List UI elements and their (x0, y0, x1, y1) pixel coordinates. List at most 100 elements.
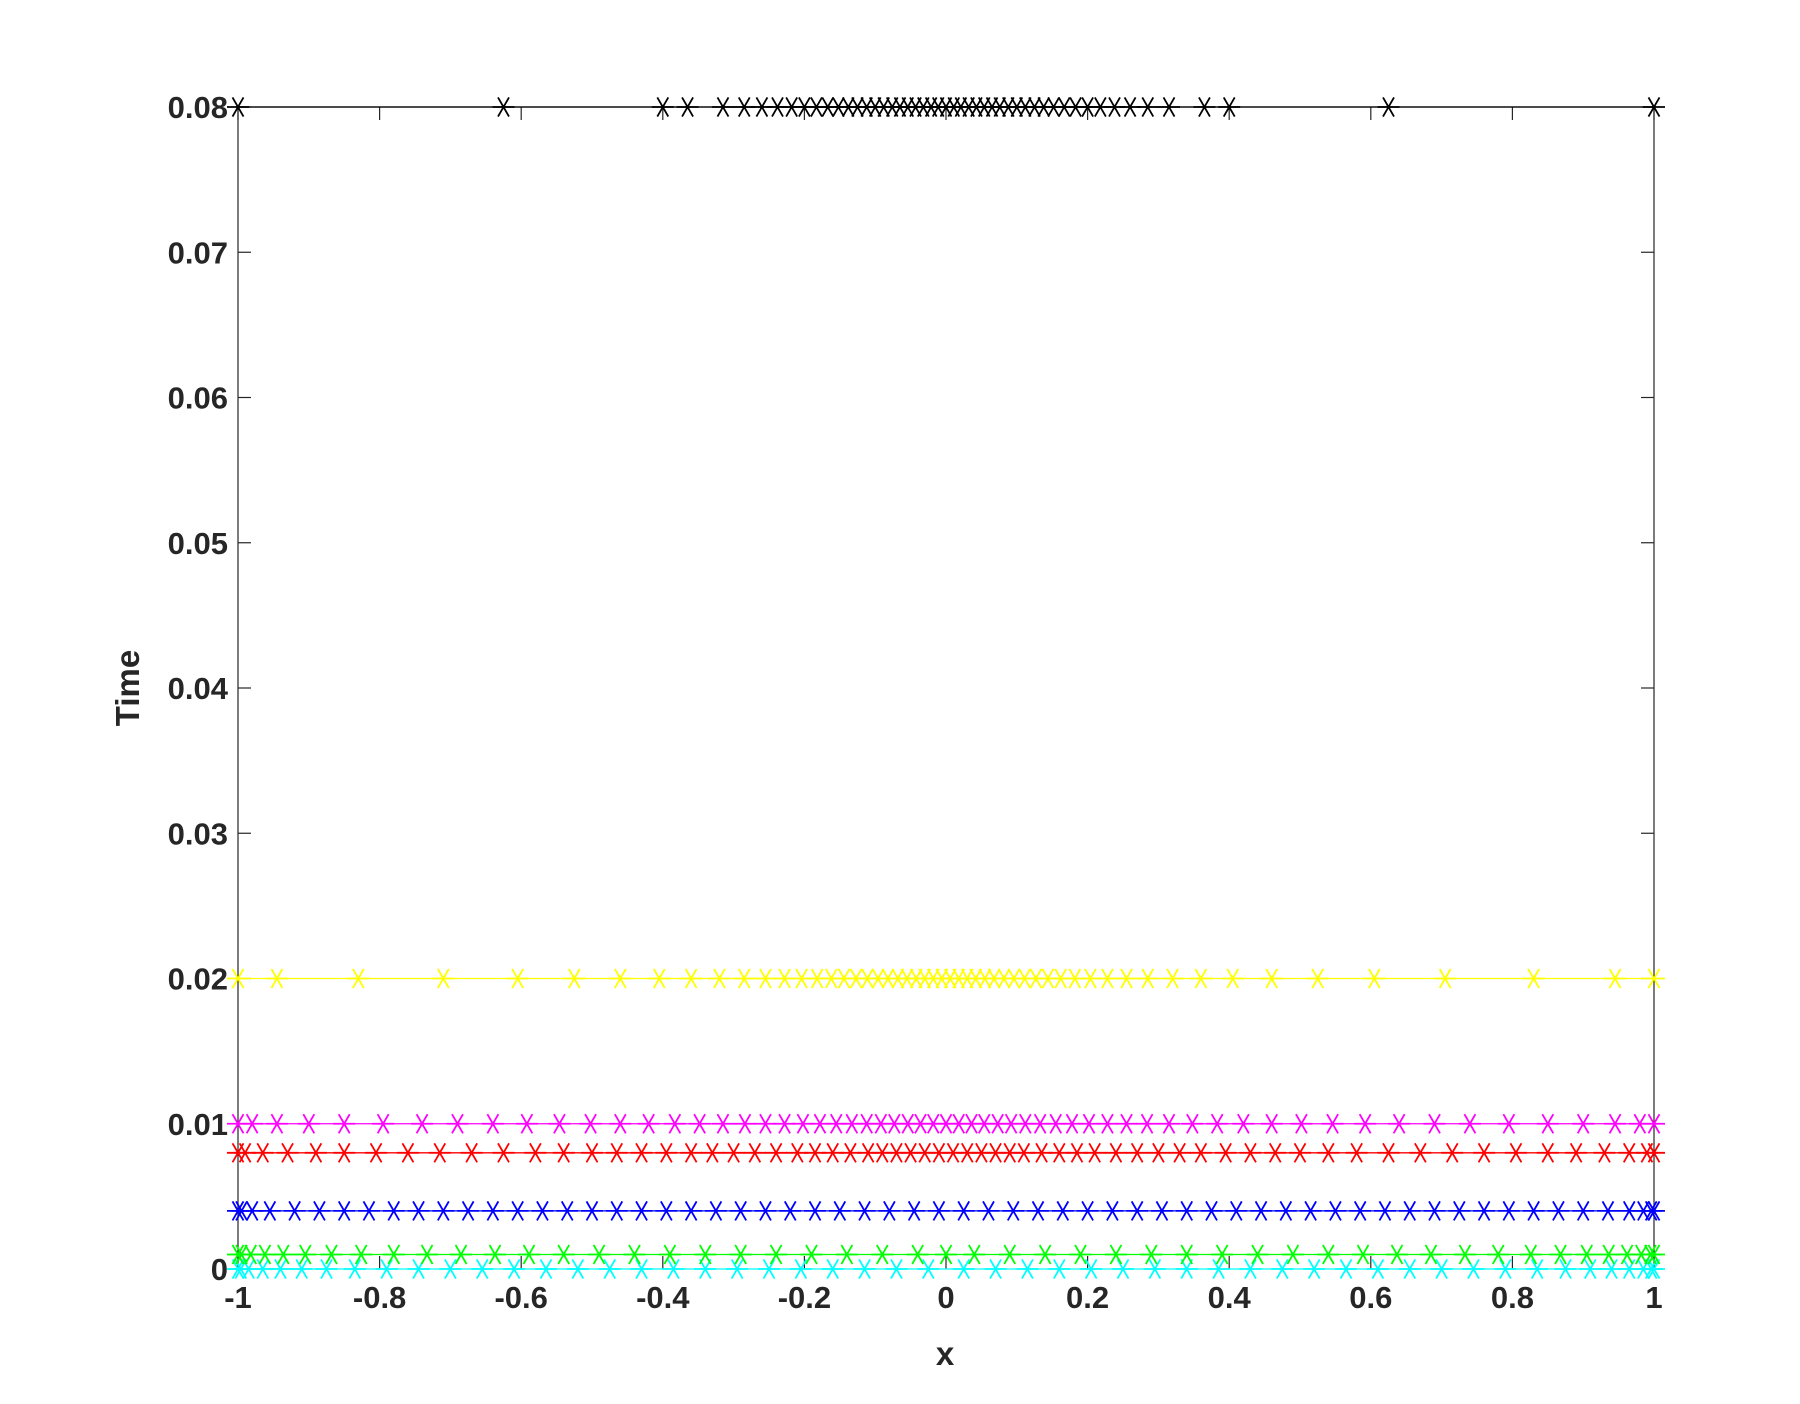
data-series (227, 97, 1665, 1279)
data-point (853, 1200, 876, 1221)
y-tick-label: 0.01 (168, 1107, 228, 1142)
y-axis-label: Time (109, 650, 146, 726)
data-point (294, 1244, 317, 1265)
data-point (1596, 1200, 1619, 1221)
data-point (1352, 1244, 1375, 1265)
data-point (1069, 1244, 1092, 1265)
series (227, 1142, 1665, 1163)
data-point (1366, 1259, 1389, 1279)
data-point (1027, 1200, 1050, 1221)
data-point (722, 1142, 745, 1163)
data-point (1136, 97, 1159, 117)
data-point (1536, 1113, 1559, 1134)
data-point (729, 1200, 752, 1221)
data-point (320, 1244, 343, 1265)
y-tick-label: 0.02 (168, 962, 228, 997)
data-point (885, 1259, 908, 1279)
data-point (1076, 1200, 1099, 1221)
data-point (517, 1244, 540, 1265)
data-point (506, 1200, 529, 1221)
data-point (333, 1113, 356, 1134)
data-point (382, 1200, 405, 1221)
series (227, 1244, 1665, 1265)
data-point (269, 1259, 292, 1279)
data-point (1423, 1113, 1446, 1134)
data-point (1193, 97, 1216, 117)
y-tick-label: 0.04 (168, 671, 229, 706)
data-point (733, 1113, 756, 1134)
data-point (253, 1244, 276, 1265)
data-point (694, 1259, 717, 1279)
data-point (1250, 1200, 1273, 1221)
data-point (375, 1259, 398, 1279)
data-point (552, 1142, 575, 1163)
data-point (1643, 968, 1665, 989)
data-point (1239, 1259, 1262, 1279)
y-tick-label: 0.05 (168, 526, 228, 561)
data-point (963, 1244, 986, 1265)
data-point (1140, 1244, 1163, 1265)
data-point (581, 1200, 603, 1221)
data-point (1494, 1259, 1517, 1279)
data-point (1218, 97, 1241, 117)
data-point (347, 968, 370, 989)
data-point (1522, 1200, 1545, 1221)
data-point (711, 97, 734, 117)
data-point (1377, 97, 1400, 117)
data-point (1232, 1113, 1255, 1134)
data-point (800, 1244, 823, 1265)
data-point (1377, 1142, 1400, 1163)
data-point (350, 1244, 373, 1265)
y-tick-label: 0.03 (168, 816, 228, 851)
data-point (241, 1113, 264, 1134)
data-point (1225, 1200, 1248, 1221)
data-point (416, 1244, 439, 1265)
data-point (952, 1200, 975, 1221)
data-point (1643, 1113, 1665, 1134)
data-point (1150, 1200, 1173, 1221)
x-tick-label: 0.8 (1491, 1280, 1534, 1315)
data-point (1593, 1142, 1616, 1163)
data-point (333, 1142, 356, 1163)
data-point (1239, 1142, 1262, 1163)
data-point (407, 1200, 430, 1221)
data-point (1349, 1200, 1372, 1221)
x-tick-label: -0.4 (636, 1280, 690, 1315)
data-point (676, 97, 699, 117)
data-point (1519, 1244, 1542, 1265)
data-point (1597, 1244, 1620, 1265)
data-point (1643, 97, 1665, 117)
data-point (1096, 1113, 1119, 1134)
data-point (630, 1200, 653, 1221)
series (227, 968, 1665, 989)
data-point (754, 1200, 777, 1221)
data-point (1083, 1142, 1106, 1163)
data-point (1321, 1113, 1344, 1134)
data-point (1398, 1200, 1421, 1221)
data-point (733, 968, 756, 989)
data-point (1643, 1244, 1665, 1265)
data-point (655, 1200, 678, 1221)
data-point (828, 1200, 851, 1221)
data-point (1373, 1200, 1396, 1221)
data-point (1354, 1113, 1377, 1134)
data-point (1363, 968, 1386, 989)
data-point (1221, 968, 1244, 989)
data-point (1504, 1142, 1527, 1163)
data-point (1115, 968, 1138, 989)
x-tick-label: 0 (937, 1280, 954, 1315)
data-point (432, 968, 455, 989)
data-point (484, 1244, 507, 1265)
data-point (609, 1113, 632, 1134)
data-point (566, 1259, 589, 1279)
data-point (333, 1200, 356, 1221)
data-point (1080, 1259, 1103, 1279)
data-point (276, 1142, 299, 1163)
data-point (1487, 1244, 1510, 1265)
data-point (1458, 1113, 1481, 1134)
data-point (1096, 968, 1119, 989)
data-point (1126, 1142, 1149, 1163)
data-point (1078, 1113, 1101, 1134)
data-point (1386, 1244, 1408, 1265)
data-point (1112, 1259, 1134, 1279)
